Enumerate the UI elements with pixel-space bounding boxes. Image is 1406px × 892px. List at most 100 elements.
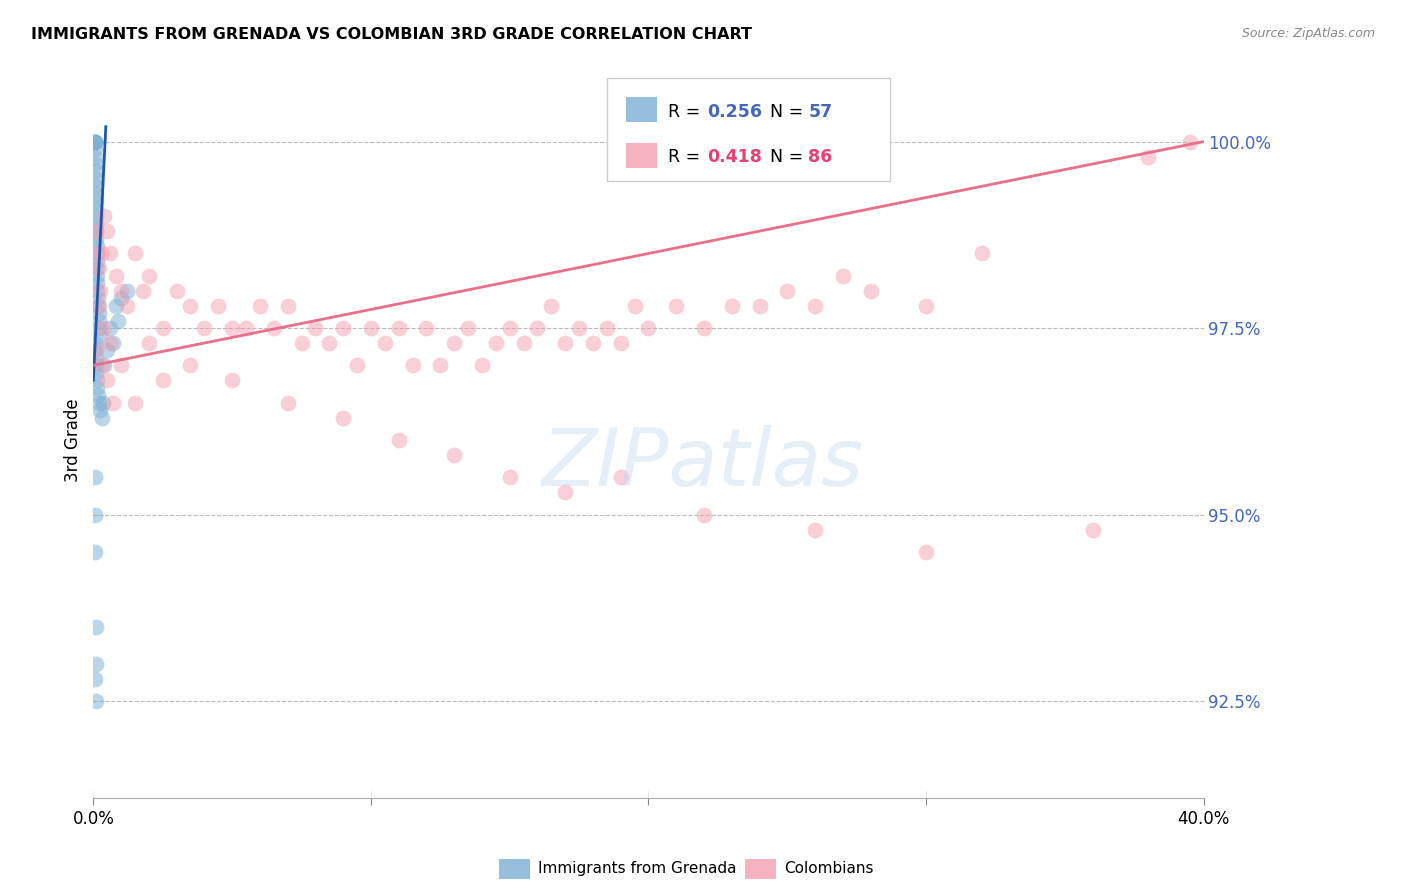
Point <box>89 284 111 298</box>
Point <box>249 299 271 313</box>
Point <box>443 336 465 351</box>
Point <box>443 448 465 462</box>
Point <box>83 508 105 522</box>
Point <box>87 261 110 276</box>
Point <box>179 359 201 373</box>
Point <box>582 336 605 351</box>
Point <box>360 321 382 335</box>
Text: R =: R = <box>668 148 706 166</box>
Point <box>93 209 115 223</box>
Point <box>110 284 132 298</box>
Point <box>554 336 576 351</box>
Text: Source: ZipAtlas.com: Source: ZipAtlas.com <box>1241 27 1375 40</box>
Point <box>471 359 494 373</box>
Point <box>86 381 108 395</box>
Point <box>346 359 368 373</box>
Point <box>86 268 108 283</box>
Point <box>115 284 138 298</box>
Point <box>859 284 882 298</box>
Text: 0.418: 0.418 <box>707 148 762 166</box>
Point <box>84 224 107 238</box>
Text: Colombians: Colombians <box>785 862 875 876</box>
Point <box>84 359 107 373</box>
Point <box>83 336 105 351</box>
Text: N =: N = <box>759 148 808 166</box>
Point <box>89 403 111 417</box>
Point <box>568 321 591 335</box>
Point <box>693 508 716 522</box>
Point <box>83 672 105 686</box>
Point <box>91 321 114 335</box>
Point <box>84 343 107 358</box>
Point <box>83 135 105 149</box>
Text: 86: 86 <box>808 148 832 166</box>
Point <box>485 336 508 351</box>
Point <box>86 246 108 260</box>
Point <box>831 268 853 283</box>
Point <box>83 545 105 559</box>
Point <box>87 388 110 402</box>
Point <box>84 217 107 231</box>
Point <box>124 395 146 409</box>
Point <box>90 246 112 260</box>
Point <box>1178 135 1201 149</box>
Point <box>84 194 107 209</box>
Point <box>401 359 423 373</box>
Point <box>83 149 105 163</box>
Point <box>87 395 110 409</box>
Point <box>87 313 110 327</box>
Point <box>83 135 105 149</box>
Point <box>110 359 132 373</box>
Point <box>637 321 659 335</box>
Text: R =: R = <box>668 103 706 120</box>
Point <box>1137 149 1160 163</box>
Point <box>152 373 174 387</box>
Point <box>415 321 437 335</box>
Point <box>915 299 938 313</box>
Point <box>388 321 411 335</box>
Point <box>86 254 108 268</box>
Point <box>748 299 770 313</box>
Y-axis label: 3rd Grade: 3rd Grade <box>65 398 82 482</box>
Point <box>98 321 121 335</box>
Point <box>89 328 111 343</box>
Point <box>138 336 160 351</box>
Point <box>915 545 938 559</box>
Text: Immigrants from Grenada: Immigrants from Grenada <box>538 862 737 876</box>
Point <box>429 359 451 373</box>
Text: N =: N = <box>759 103 808 120</box>
Point <box>804 299 827 313</box>
Point <box>90 359 112 373</box>
Point <box>499 321 522 335</box>
Point <box>101 336 124 351</box>
Point <box>609 336 631 351</box>
Point <box>84 202 107 216</box>
Point <box>93 359 115 373</box>
Point <box>115 299 138 313</box>
Point <box>96 343 118 358</box>
Point <box>132 284 155 298</box>
Point <box>138 268 160 283</box>
Point <box>83 142 105 156</box>
Point <box>84 694 107 708</box>
Point <box>512 336 534 351</box>
Point <box>84 231 107 245</box>
Text: 57: 57 <box>808 103 832 120</box>
Point <box>457 321 479 335</box>
Point <box>221 373 243 387</box>
Point <box>84 224 107 238</box>
Point <box>89 321 111 335</box>
Point <box>596 321 619 335</box>
Point <box>98 336 121 351</box>
Point <box>84 209 107 223</box>
Point <box>290 336 312 351</box>
Text: 0.256: 0.256 <box>707 103 762 120</box>
Point <box>235 321 257 335</box>
Point <box>87 291 110 305</box>
Point <box>554 485 576 500</box>
Point <box>179 299 201 313</box>
Point <box>83 343 105 358</box>
Point <box>87 299 110 313</box>
Point <box>526 321 548 335</box>
Point <box>84 657 107 671</box>
